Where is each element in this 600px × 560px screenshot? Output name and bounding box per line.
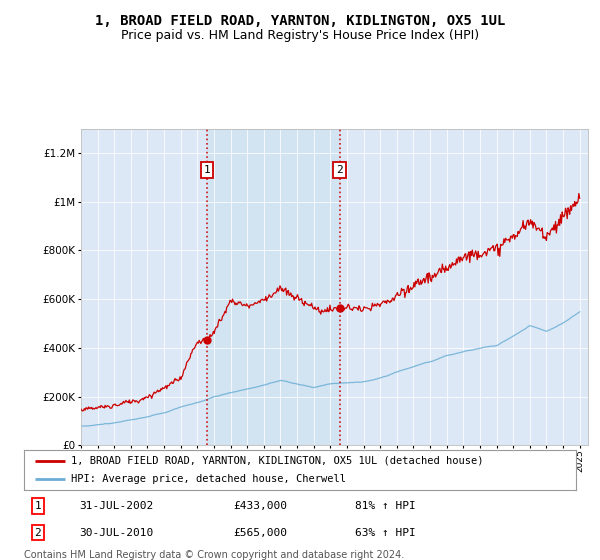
Text: 63% ↑ HPI: 63% ↑ HPI xyxy=(355,528,416,538)
Text: 81% ↑ HPI: 81% ↑ HPI xyxy=(355,501,416,511)
Text: 1: 1 xyxy=(203,165,211,175)
Text: 1, BROAD FIELD ROAD, YARNTON, KIDLINGTON, OX5 1UL: 1, BROAD FIELD ROAD, YARNTON, KIDLINGTON… xyxy=(95,14,505,28)
Text: 2: 2 xyxy=(34,528,41,538)
Text: £433,000: £433,000 xyxy=(234,501,288,511)
Text: Price paid vs. HM Land Registry's House Price Index (HPI): Price paid vs. HM Land Registry's House … xyxy=(121,29,479,42)
Bar xyxy=(207,129,340,445)
Text: 1, BROAD FIELD ROAD, YARNTON, KIDLINGTON, OX5 1UL (detached house): 1, BROAD FIELD ROAD, YARNTON, KIDLINGTON… xyxy=(71,456,484,465)
Text: 1: 1 xyxy=(34,501,41,511)
Text: 31-JUL-2002: 31-JUL-2002 xyxy=(79,501,154,511)
Text: HPI: Average price, detached house, Cherwell: HPI: Average price, detached house, Cher… xyxy=(71,474,346,484)
Text: 2: 2 xyxy=(337,165,343,175)
Text: £565,000: £565,000 xyxy=(234,528,288,538)
Text: Contains HM Land Registry data © Crown copyright and database right 2024.
This d: Contains HM Land Registry data © Crown c… xyxy=(24,550,404,560)
Text: 30-JUL-2010: 30-JUL-2010 xyxy=(79,528,154,538)
